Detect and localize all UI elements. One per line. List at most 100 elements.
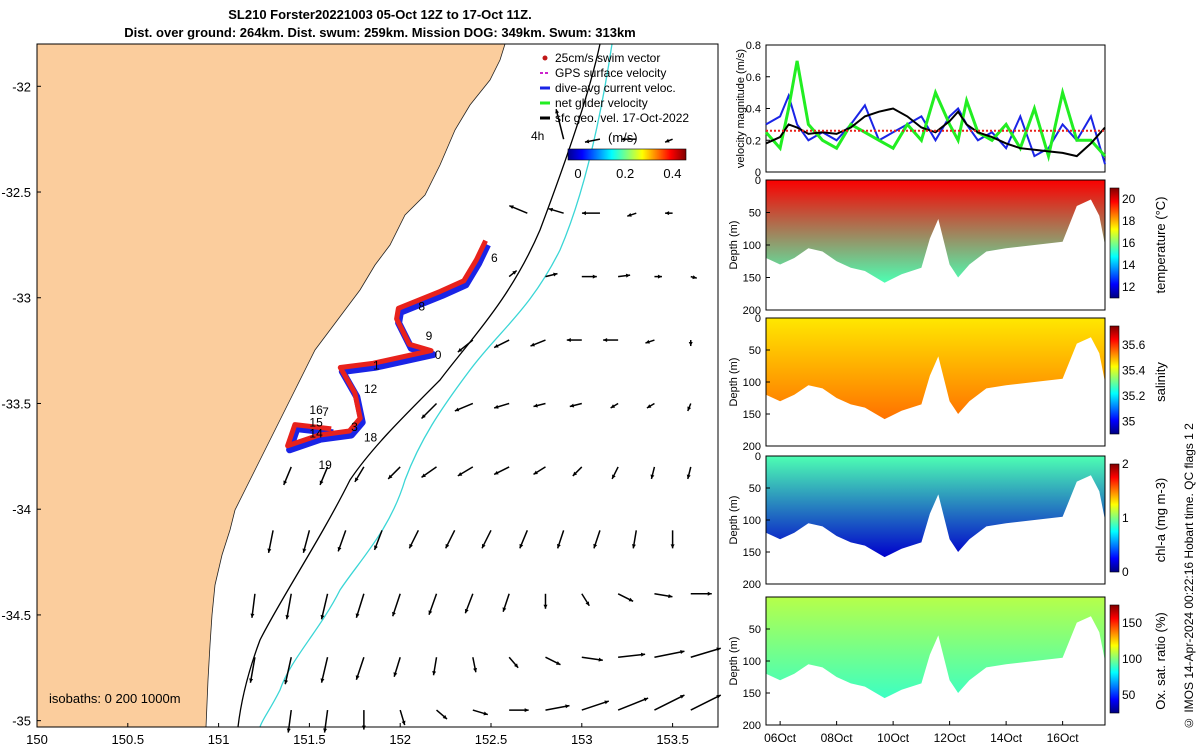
velocity-arrow bbox=[454, 402, 474, 412]
velocity-arrow bbox=[472, 657, 478, 673]
velocity-arrow-head bbox=[442, 714, 448, 720]
legend-marker bbox=[542, 55, 548, 61]
colorbar-tick-label: 0 bbox=[574, 166, 581, 181]
velocity-arrow-head bbox=[502, 607, 507, 612]
velocity-arrow-head bbox=[565, 704, 570, 709]
time-x-tick-label: 14Oct bbox=[990, 731, 1023, 745]
track-day-label: 19 bbox=[318, 458, 332, 472]
velocity-arrow-shaft bbox=[690, 647, 721, 658]
section-y-tick-label: 150 bbox=[743, 273, 761, 285]
section-colorbar bbox=[1109, 187, 1120, 299]
section-y-tick-label: 50 bbox=[749, 208, 761, 220]
track-day-label: 6 bbox=[491, 251, 498, 265]
section-colorbar bbox=[1109, 463, 1120, 573]
legend-entry: 25cm/s swim vector bbox=[555, 51, 660, 65]
map-colorbar bbox=[567, 148, 687, 161]
section-colorbar bbox=[1109, 325, 1120, 435]
velocity-arrow-shaft bbox=[618, 653, 646, 658]
section-colorbar-tick-label: 16 bbox=[1122, 236, 1136, 250]
velocity-arrow bbox=[665, 211, 673, 216]
velocity-arrow bbox=[593, 530, 601, 549]
track-day-label: 0 bbox=[435, 348, 442, 362]
section-y-tick-label: 0 bbox=[755, 451, 761, 463]
velocity-arrow bbox=[654, 593, 673, 599]
velocity-arrow-head bbox=[657, 274, 662, 279]
velocity-arrow-shaft bbox=[286, 593, 292, 620]
velocity-arrow bbox=[555, 108, 565, 140]
velocity-arrow-shaft bbox=[555, 108, 565, 140]
velocity-y-tick-label: 0.4 bbox=[746, 104, 761, 116]
map-x-tick-label: 151 bbox=[208, 732, 230, 747]
section-y-tick-label: 100 bbox=[743, 377, 761, 389]
velocity-arrow-head bbox=[454, 407, 460, 412]
velocity-arrow bbox=[690, 694, 722, 711]
section-colorbar-label: salinity bbox=[1153, 362, 1168, 402]
velocity-arrow-head bbox=[320, 614, 325, 620]
velocity-arrow bbox=[654, 650, 685, 658]
velocity-arrow-shaft bbox=[284, 657, 292, 685]
velocity-arrow-head bbox=[374, 545, 378, 550]
section-y-tick-label: 100 bbox=[743, 515, 761, 527]
velocity-arrow bbox=[355, 593, 365, 619]
velocity-arrow bbox=[493, 466, 510, 476]
velocity-y-tick-label: 0.8 bbox=[746, 40, 761, 52]
velocity-arrow bbox=[508, 656, 519, 669]
section-y-tick-label: 200 bbox=[743, 305, 761, 317]
section-data-fill bbox=[766, 456, 1105, 558]
section-y-label: Depth (m) bbox=[728, 496, 740, 545]
map-y-tick-label: -34.5 bbox=[1, 608, 31, 623]
velocity-arrow bbox=[688, 340, 693, 347]
map-y-tick-label: -32.5 bbox=[1, 185, 31, 200]
velocity-arrow bbox=[611, 466, 619, 480]
section-y-tick-label: 200 bbox=[743, 441, 761, 453]
velocity-arrow bbox=[654, 694, 685, 711]
velocity-arrow bbox=[617, 697, 649, 711]
velocity-arrow-head bbox=[627, 213, 632, 217]
velocity-arrow-head bbox=[670, 544, 675, 549]
track-day-label: 7 bbox=[322, 405, 329, 419]
velocity-arrow-head bbox=[556, 661, 561, 665]
velocity-arrow-head bbox=[569, 403, 575, 408]
geostrophic-current-line bbox=[259, 43, 613, 728]
isobath-legend: isobaths: 0 200 1000m bbox=[49, 691, 181, 706]
velocity-arrow bbox=[302, 530, 311, 554]
map-x-tick-label: 151.5 bbox=[293, 732, 326, 747]
velocity-arrow-head bbox=[337, 546, 342, 552]
velocity-arrow-head bbox=[612, 474, 616, 479]
velocity-arrow-shaft bbox=[249, 657, 256, 683]
section-y-tick-label: 200 bbox=[743, 720, 761, 732]
velocity-arrow-head bbox=[679, 695, 685, 699]
track-day-label: 14 bbox=[309, 426, 323, 440]
section-data-fill bbox=[766, 597, 1105, 699]
velocity-arrow-head bbox=[646, 404, 652, 408]
velocity-arrow bbox=[556, 530, 565, 549]
velocity-arrow-head bbox=[543, 604, 548, 609]
velocity-arrow-head bbox=[680, 650, 685, 654]
velocity-arrow-head bbox=[482, 543, 486, 549]
velocity-arrow bbox=[670, 530, 675, 549]
velocity-arrow-head bbox=[640, 652, 646, 657]
velocity-arrow bbox=[545, 704, 570, 711]
velocity-arrow bbox=[664, 138, 673, 143]
time-x-tick-label: 10Oct bbox=[877, 731, 910, 745]
legend-entry: GPS surface velocity bbox=[555, 66, 666, 80]
section-y-label: Depth (m) bbox=[728, 637, 740, 686]
velocity-arrow-shaft bbox=[320, 593, 329, 620]
section-colorbar-tick-label: 100 bbox=[1122, 652, 1142, 666]
velocity-arrow-head bbox=[512, 270, 517, 275]
velocity-arrow bbox=[584, 138, 601, 144]
track-day-label: 12 bbox=[364, 382, 378, 396]
section-colorbar-tick-label: 35.6 bbox=[1122, 338, 1146, 352]
velocity-arrow bbox=[408, 530, 420, 549]
velocity-arrow bbox=[581, 211, 600, 216]
velocity-arrow bbox=[618, 273, 631, 278]
velocity-arrow bbox=[457, 339, 474, 353]
velocity-arrow-head bbox=[428, 610, 433, 615]
velocity-arrow-head bbox=[645, 339, 650, 344]
map-x-tick-label: 150.5 bbox=[112, 732, 145, 747]
velocity-arrow-head bbox=[524, 708, 529, 713]
velocity-arrow bbox=[319, 466, 329, 486]
velocity-y-tick-label: 0 bbox=[755, 167, 761, 179]
velocity-arrow-head bbox=[361, 725, 366, 730]
